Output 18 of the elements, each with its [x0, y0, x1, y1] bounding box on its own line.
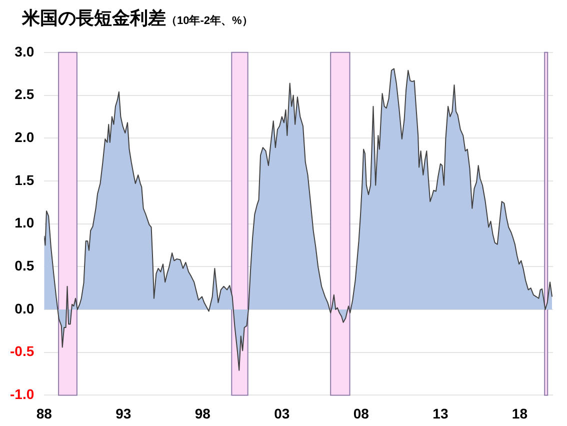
x-tick-label: 08: [353, 405, 370, 422]
chart-subtitle: （10年-2年、%）: [166, 15, 253, 27]
x-tick-label: 98: [194, 405, 211, 422]
y-tick-label: 2.5: [14, 86, 34, 102]
y-tick-label: 2.0: [14, 128, 34, 145]
x-tick-label: 88: [36, 405, 52, 422]
y-tick-label: -1.0: [10, 386, 34, 402]
y-tick-label: 3.0: [14, 43, 34, 60]
y-tick-label: 1.5: [14, 172, 34, 188]
x-tick-label: 13: [432, 405, 448, 422]
y-tick-label: 0.0: [14, 300, 34, 316]
y-tick-label: 1.0: [14, 214, 34, 231]
y-tick-label: -0.5: [10, 343, 34, 360]
x-tick-label: 93: [116, 405, 132, 422]
x-tick-label: 18: [512, 405, 528, 422]
x-tick-label: 03: [274, 405, 290, 422]
chart-title: 米国の長短金利差: [22, 8, 166, 28]
y-tick-label: 0.5: [14, 258, 34, 274]
